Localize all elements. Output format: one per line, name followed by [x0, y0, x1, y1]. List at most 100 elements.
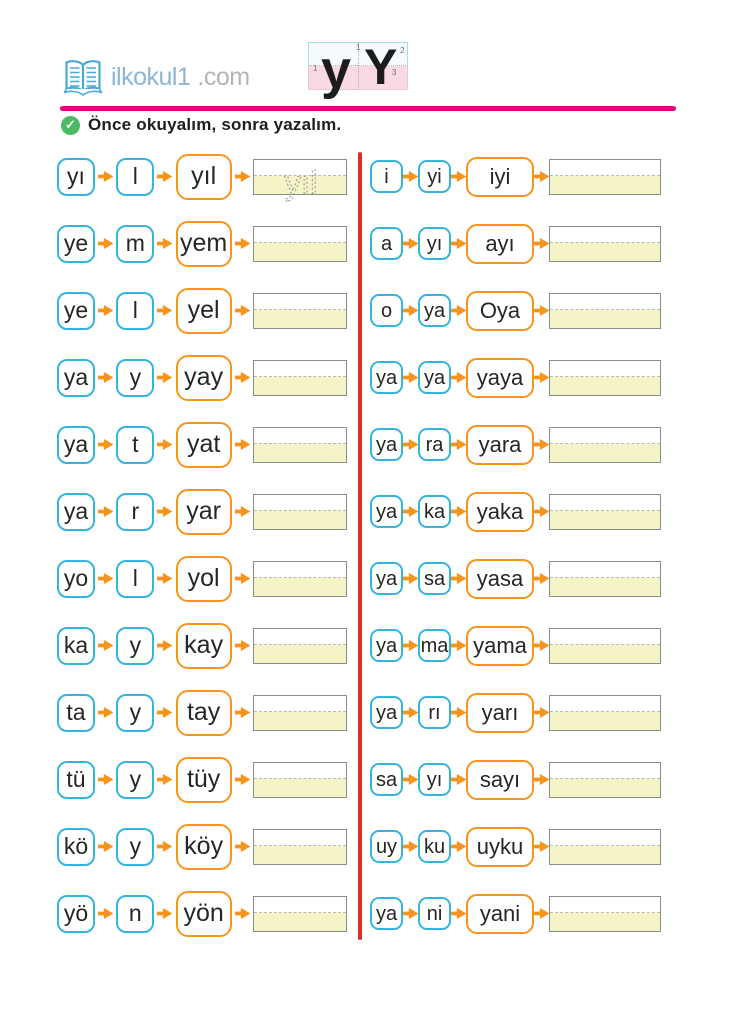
arrow-right-icon — [234, 706, 250, 719]
arrow-right-icon — [403, 840, 418, 853]
writing-practice-line[interactable]: yıl — [252, 158, 347, 201]
syllable-box: ya — [370, 696, 403, 729]
word-building-row: ya t yat — [57, 411, 347, 478]
practice-midline — [550, 844, 660, 846]
arrow-right-icon — [157, 639, 173, 652]
word-building-row: ya ya yaya — [370, 344, 661, 411]
arrow-right-icon — [403, 438, 418, 451]
practice-midline — [550, 308, 660, 310]
writing-practice-line[interactable] — [549, 560, 661, 597]
writing-practice-line[interactable] — [549, 694, 661, 731]
word-building-row: ya r yar — [57, 478, 347, 545]
word-box: tay — [175, 689, 232, 736]
header-divider-line — [60, 106, 676, 111]
practice-midline — [253, 710, 346, 712]
practice-midline — [550, 509, 660, 511]
practice-midline — [550, 911, 660, 913]
letter-box: ku — [418, 830, 451, 863]
arrow-right-icon — [534, 706, 549, 719]
arrow-right-icon — [534, 907, 549, 920]
arrow-right-icon — [534, 505, 549, 518]
writing-practice-line[interactable] — [252, 761, 347, 798]
writing-practice-line[interactable] — [549, 761, 661, 798]
letter-box: y — [116, 693, 155, 732]
word-building-row: ya rı yarı — [370, 679, 661, 746]
right-column: i yi iyi a yı ayı o ya Oya ya ya yaya ya ra yara ya ka ya… — [370, 143, 661, 947]
writing-practice-line[interactable] — [252, 895, 347, 932]
writing-practice-line[interactable] — [549, 627, 661, 664]
site-logo[interactable]: ilkokul1 .com — [62, 58, 250, 96]
writing-practice-line[interactable] — [549, 359, 661, 396]
arrow-right-icon — [98, 840, 114, 853]
arrow-right-icon — [534, 572, 549, 585]
writing-practice-line[interactable] — [252, 292, 347, 329]
arrow-right-icon — [234, 170, 250, 183]
writing-practice-line[interactable] — [549, 225, 661, 262]
syllable-box: ya — [57, 425, 95, 464]
writing-practice-line[interactable] — [549, 292, 661, 329]
letter-box: n — [116, 894, 155, 933]
arrow-right-icon — [534, 840, 549, 853]
word-box: yat — [175, 421, 232, 468]
word-box: yani — [466, 893, 534, 934]
writing-practice-line[interactable] — [549, 493, 661, 530]
arrow-right-icon — [234, 304, 250, 317]
syllable-box: uy — [370, 830, 403, 863]
word-box: yaya — [466, 357, 534, 398]
word-box: yem — [175, 220, 232, 267]
writing-practice-line[interactable] — [549, 158, 661, 195]
arrow-right-icon — [98, 572, 114, 585]
letter-box: ya — [418, 361, 451, 394]
letter-box: l — [116, 157, 155, 196]
letter-box: ka — [418, 495, 451, 528]
writing-practice-line[interactable] — [252, 225, 347, 262]
writing-practice-line[interactable] — [549, 426, 661, 463]
word-box: iyi — [466, 156, 534, 197]
letter-box: y — [116, 827, 155, 866]
syllable-box: ya — [57, 492, 95, 531]
arrow-right-icon — [98, 237, 114, 250]
arrow-right-icon — [234, 572, 250, 585]
word-box: yama — [466, 625, 534, 666]
letter-box: ya — [418, 294, 451, 327]
word-building-row: ye m yem — [57, 210, 347, 277]
arrow-right-icon — [403, 170, 418, 183]
check-circle-icon: ✓ — [61, 115, 80, 135]
practice-midline — [550, 375, 660, 377]
letter-box: yı — [418, 227, 451, 260]
instruction-text: Önce okuyalım, sonra yazalım. — [88, 115, 342, 134]
word-building-row: a yı ayı — [370, 210, 661, 277]
word-box: yarı — [466, 692, 534, 733]
writing-practice-line[interactable] — [549, 828, 661, 865]
arrow-right-icon — [157, 505, 173, 518]
word-box: yol — [175, 555, 232, 602]
writing-practice-line[interactable] — [252, 426, 347, 463]
arrow-right-icon — [451, 773, 466, 786]
column-divider-line — [358, 152, 362, 940]
arrow-right-icon — [98, 438, 114, 451]
practice-midline — [550, 643, 660, 645]
word-building-row: sa yı sayı — [370, 746, 661, 813]
writing-practice-line[interactable] — [549, 895, 661, 932]
arrow-right-icon — [451, 170, 466, 183]
site-suffix: .com — [197, 62, 250, 91]
word-building-row: yö n yön — [57, 880, 347, 947]
instruction-row: ✓ Önce okuyalım, sonra yazalım. — [61, 115, 341, 135]
writing-practice-line[interactable] — [252, 828, 347, 865]
left-column: yı l yıl yıl ye m yem ye l yel ya y yay ya t yat ya r yar y… — [57, 143, 347, 947]
syllable-box: ya — [370, 361, 403, 394]
syllable-box: ya — [370, 562, 403, 595]
syllable-box: o — [370, 294, 403, 327]
word-building-row: yo l yol — [57, 545, 347, 612]
writing-practice-line[interactable] — [252, 359, 347, 396]
arrow-right-icon — [98, 907, 114, 920]
writing-practice-line[interactable] — [252, 694, 347, 731]
writing-practice-line[interactable] — [252, 627, 347, 664]
word-box: tüy — [175, 756, 232, 803]
site-name: ilkokul1 — [111, 62, 191, 91]
arrow-right-icon — [534, 170, 549, 183]
writing-practice-line[interactable] — [252, 560, 347, 597]
writing-practice-line[interactable] — [252, 493, 347, 530]
arrow-right-icon — [98, 170, 114, 183]
syllable-box: ye — [57, 291, 95, 330]
